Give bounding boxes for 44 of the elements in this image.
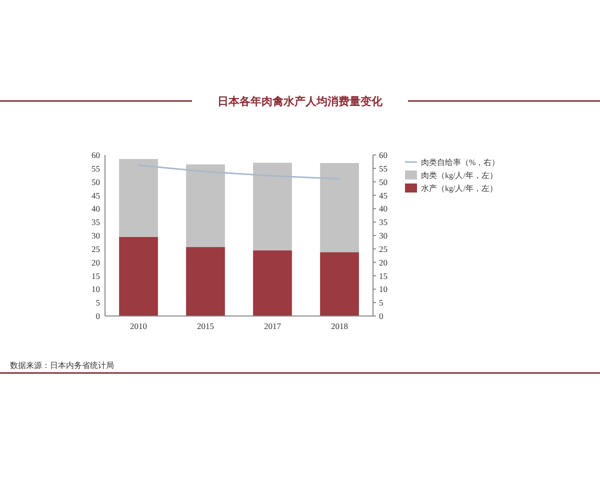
y-tick-label: 45 [379, 190, 388, 200]
y-tick-label: 55 [379, 163, 388, 174]
y2-tick-label: 30 [92, 230, 100, 240]
bar [320, 252, 359, 316]
y2-tick-label: 10 [92, 284, 100, 294]
y-tick-label: 5 [379, 298, 384, 308]
y2-tick-label: 15 [92, 270, 100, 281]
y2-tick-label: 25 [92, 244, 100, 254]
legend-label: 肉类（kg/人/年，左） [421, 171, 498, 180]
y2-tick-label: 40 [92, 204, 100, 214]
bar [186, 164, 225, 248]
x-tick-label: 2015 [197, 321, 214, 331]
legend-label: 水产（kg/人/年，左） [421, 184, 498, 193]
legend-label: 肉类自给率（%，右） [421, 158, 500, 167]
y2-tick-label: 60 [92, 150, 100, 160]
y-tick-label: 60 [379, 150, 388, 160]
y2-tick-label: 35 [92, 217, 100, 228]
y2-tick-label: 45 [92, 190, 100, 200]
y-tick-label: 35 [379, 217, 388, 228]
y-tick-label: 10 [379, 284, 388, 294]
source-note: 数据来源：日本内务省统计局 [10, 361, 114, 370]
bar [186, 247, 225, 316]
bar [320, 163, 359, 252]
y-tick-label: 25 [379, 244, 388, 254]
y2-tick-label: 55 [92, 163, 100, 174]
x-tick-label: 2018 [331, 321, 348, 331]
bar [119, 159, 158, 237]
y2-tick-label: 0 [96, 311, 100, 321]
x-tick-label: 2010 [130, 321, 147, 331]
bar [253, 250, 292, 316]
line-series [138, 164, 340, 180]
y-tick-label: 15 [379, 270, 388, 281]
y2-tick-label: 50 [92, 176, 100, 187]
bar [253, 162, 292, 250]
y2-tick-label: 5 [96, 298, 100, 308]
y-tick-label: 20 [379, 257, 388, 268]
y2-tick-label: 20 [92, 257, 100, 268]
chart-title: 日本各年肉禽水产人均消费量变化 [218, 95, 384, 108]
y-tick-label: 50 [379, 176, 388, 187]
x-tick-label: 2017 [264, 321, 281, 331]
bar [119, 236, 158, 316]
y-tick-label: 30 [379, 230, 388, 240]
y-tick-label: 0 [379, 311, 384, 321]
y-tick-label: 40 [379, 204, 388, 214]
